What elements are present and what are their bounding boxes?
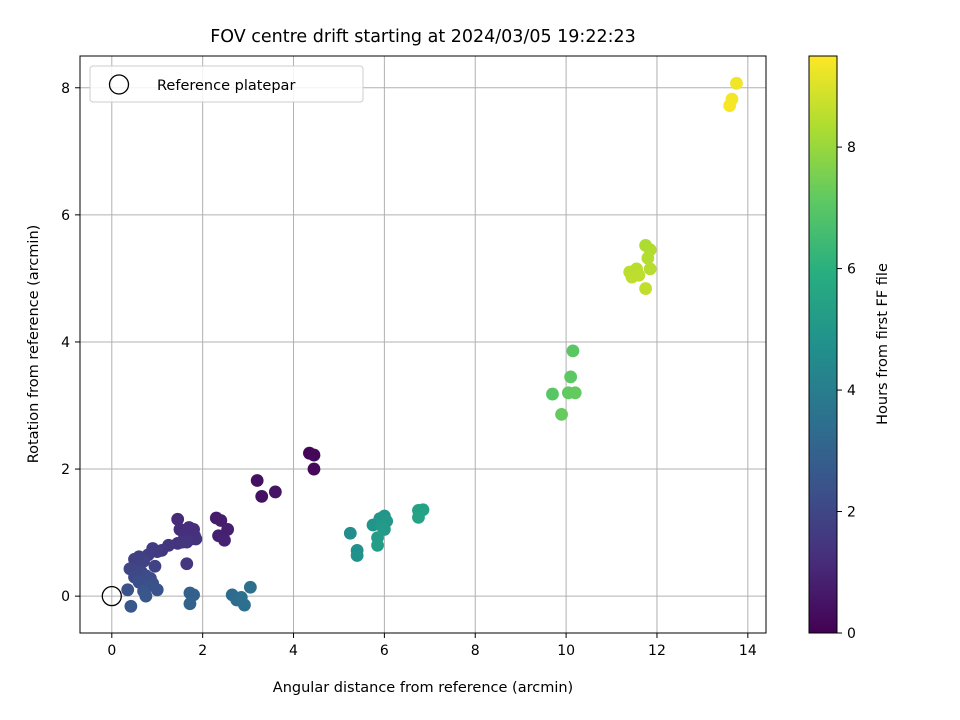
data-point: [371, 538, 384, 552]
x-axis-ticks: 0 2 4 6 8 10 12 14: [107, 633, 757, 659]
legend-marker-open-circle: [108, 74, 130, 95]
x-tick-label: 0: [107, 643, 116, 659]
data-point: [238, 598, 251, 612]
data-point: [307, 448, 321, 462]
data-point: [214, 514, 228, 527]
colorbar-tick-label: 2: [847, 505, 856, 521]
colorbar: 0 2 4 6 8 Hours from first FF file: [808, 55, 891, 642]
y-axis-ticks: 0 2 4 6 8: [61, 81, 80, 605]
data-point: [124, 599, 138, 613]
y-tick-label: 6: [61, 208, 70, 224]
x-tick-label: 14: [739, 643, 757, 659]
reference-point: [101, 585, 122, 607]
data-point: [730, 76, 743, 90]
plot-frame: [79, 55, 767, 634]
x-tick-label: 2: [198, 643, 207, 659]
x-tick-label: 4: [289, 643, 298, 659]
data-point: [566, 344, 580, 358]
data-point: [641, 251, 655, 265]
legend-label-reference-platepar: Reference platepar: [157, 78, 295, 94]
data-point: [255, 489, 269, 503]
legend: Reference platepar: [89, 65, 364, 103]
data-point: [568, 386, 582, 400]
x-tick-label: 6: [380, 643, 389, 659]
data-point: [643, 262, 657, 276]
data-point: [250, 474, 264, 487]
y-tick-label: 0: [61, 589, 70, 605]
data-point: [343, 526, 357, 540]
data-point: [180, 557, 194, 571]
data-point: [546, 387, 559, 401]
colorbar-ticks: 0 2 4 6 8: [837, 140, 856, 642]
data-point: [243, 580, 257, 594]
data-point: [723, 99, 737, 112]
data-point: [221, 523, 235, 536]
y-axis-label: Rotation from reference (arcmin): [26, 225, 42, 464]
colorbar-tick-label: 6: [847, 262, 856, 278]
x-tick-label: 10: [557, 643, 575, 659]
data-point: [625, 270, 639, 284]
y-tick-label: 4: [61, 335, 70, 351]
chart-title: FOV centre drift starting at 2024/03/05 …: [210, 27, 636, 47]
data-point: [218, 533, 231, 547]
colorbar-tick-label: 0: [847, 626, 856, 642]
colorbar-tick-label: 8: [847, 140, 856, 156]
data-point: [171, 512, 185, 526]
data-point: [639, 282, 653, 295]
colorbar-label: Hours from first FF file: [875, 263, 891, 425]
data-point: [121, 583, 135, 597]
data-point: [148, 559, 162, 573]
y-tick-label: 2: [61, 462, 70, 478]
legend-box: [89, 65, 364, 103]
reference-platepar-marker: [101, 585, 122, 607]
data-point: [180, 535, 194, 549]
data-point: [555, 408, 568, 421]
data-point: [139, 589, 153, 603]
data-point: [564, 370, 578, 384]
colorbar-tick-label: 4: [847, 383, 856, 399]
x-axis-label: Angular distance from reference (arcmin): [273, 680, 573, 696]
data-point: [183, 597, 197, 611]
data-point: [412, 510, 425, 524]
colorbar-gradient: [808, 55, 838, 634]
y-tick-label: 8: [61, 81, 70, 97]
data-points: [121, 76, 743, 613]
data-point: [150, 583, 164, 597]
grid-lines: [80, 56, 766, 633]
x-tick-label: 12: [648, 643, 666, 659]
data-point: [350, 549, 364, 562]
data-point: [307, 462, 321, 476]
x-tick-label: 8: [471, 643, 480, 659]
data-point: [268, 485, 282, 499]
data-point: [137, 554, 151, 568]
